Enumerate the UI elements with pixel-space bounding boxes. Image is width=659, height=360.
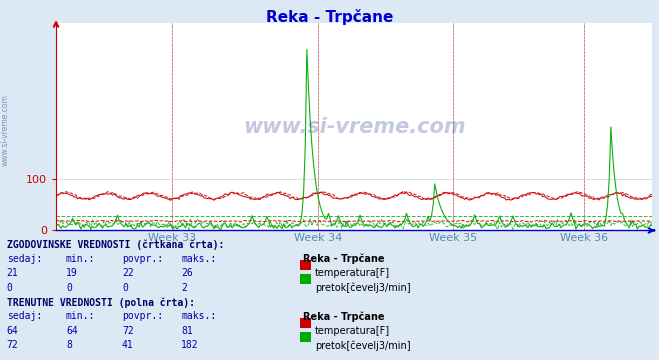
Text: 0: 0 [66, 283, 72, 293]
Text: 26: 26 [181, 268, 193, 278]
Text: 22: 22 [122, 268, 134, 278]
Text: 72: 72 [122, 326, 134, 336]
Text: Reka - Trpčane: Reka - Trpčane [266, 9, 393, 25]
Text: 0: 0 [122, 283, 128, 293]
Text: min.:: min.: [66, 254, 96, 264]
Text: 64: 64 [66, 326, 78, 336]
Text: temperatura[F]: temperatura[F] [315, 326, 390, 336]
Text: povpr.:: povpr.: [122, 311, 163, 321]
Text: 182: 182 [181, 340, 199, 350]
Text: ZGODOVINSKE VREDNOSTI (črtkana črta):: ZGODOVINSKE VREDNOSTI (črtkana črta): [7, 239, 224, 250]
Text: www.si-vreme.com: www.si-vreme.com [1, 94, 10, 166]
Text: temperatura[F]: temperatura[F] [315, 268, 390, 278]
Text: maks.:: maks.: [181, 254, 216, 264]
Text: 2: 2 [181, 283, 187, 293]
Text: povpr.:: povpr.: [122, 254, 163, 264]
Text: min.:: min.: [66, 311, 96, 321]
Text: Reka - Trpčane: Reka - Trpčane [303, 311, 385, 322]
Text: 8: 8 [66, 340, 72, 350]
Text: TRENUTNE VREDNOSTI (polna črta):: TRENUTNE VREDNOSTI (polna črta): [7, 297, 194, 307]
Text: 64: 64 [7, 326, 18, 336]
Text: 41: 41 [122, 340, 134, 350]
Text: sedaj:: sedaj: [7, 254, 42, 264]
Text: www.si-vreme.com: www.si-vreme.com [243, 117, 465, 137]
Text: 21: 21 [7, 268, 18, 278]
Text: 19: 19 [66, 268, 78, 278]
Text: 72: 72 [7, 340, 18, 350]
Text: pretok[čevelj3/min]: pretok[čevelj3/min] [315, 340, 411, 351]
Text: 0: 0 [7, 283, 13, 293]
Text: Reka - Trpčane: Reka - Trpčane [303, 254, 385, 264]
Text: maks.:: maks.: [181, 311, 216, 321]
Text: pretok[čevelj3/min]: pretok[čevelj3/min] [315, 283, 411, 293]
Text: sedaj:: sedaj: [7, 311, 42, 321]
Text: 81: 81 [181, 326, 193, 336]
